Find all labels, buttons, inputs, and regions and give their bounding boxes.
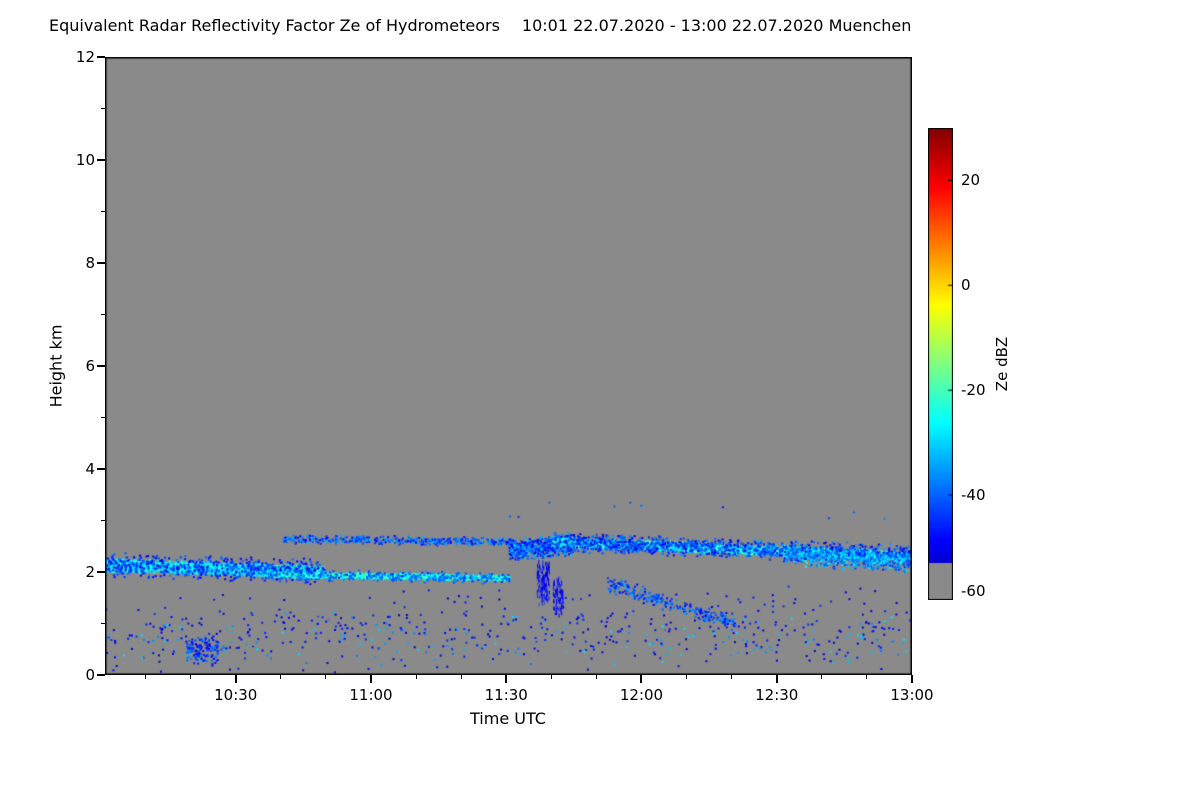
y-axis-tick [97,571,105,573]
x-axis-minor-tick [550,675,552,679]
colorbar-tick-label: 0 [961,276,971,295]
y-axis-tick-label: 6 [85,357,95,375]
x-axis-minor-tick [866,675,868,679]
x-axis-minor-tick [686,675,688,679]
x-axis-minor-tick [460,675,462,679]
y-axis-tick-label: 4 [85,460,95,478]
y-axis-minor-tick [101,211,105,212]
y-axis-tick-label: 0 [85,666,95,684]
colorbar-tick-label: -40 [961,486,986,505]
y-axis-minor-tick [101,520,105,521]
y-axis-tick [97,468,105,470]
x-axis-tick-label: 13:00 [890,686,934,704]
reflectivity-heatmap-canvas [105,57,912,675]
x-axis-tick [640,675,643,683]
y-axis-ticks: 0 2 4 6 8 10 12 [76,48,912,684]
y-axis-minor-tick [101,314,105,315]
y-axis-minor-tick [101,417,105,418]
figure-title-row: Equivalent Radar Reflectivity Factor Ze … [49,16,911,35]
y-axis-tick-label: 2 [85,563,95,581]
y-axis-tick [97,56,105,58]
y-axis-tick [97,365,105,367]
x-axis-minor-tick [731,675,733,679]
colorbar-gradient-canvas [928,128,953,600]
y-axis-tick-label: 10 [75,151,95,169]
y-axis-tick-label: 8 [85,254,95,272]
y-axis-minor-tick [101,623,105,624]
x-axis-minor-tick [415,675,417,679]
x-axis-minor-tick [821,675,823,679]
x-axis-tick-label: 11:00 [349,686,393,704]
colorbar-tick-label: -60 [961,582,986,600]
x-axis-minor-tick [595,675,597,679]
colorbar-title: Ze dBZ [993,336,1011,392]
x-axis-minor-tick [190,675,192,679]
x-axis-tick-label: 12:30 [755,686,799,704]
x-axis-tick-label: 10:30 [214,686,258,704]
chart-time-range: 10:01 22.07.2020 - 13:00 22.07.2020 Muen… [521,16,912,35]
x-axis-tick [775,675,778,683]
y-axis-tick [97,674,105,676]
colorbar-tick-label: -20 [961,381,986,400]
x-axis-tick [369,675,372,683]
y-axis-tick [97,262,105,264]
x-axis-tick [234,675,237,683]
x-axis-tick-label: 12:00 [619,686,664,704]
plot-area: 10:30 11:00 11:30 12:00 12:30 13:00 0 2 4 6 8 10 12 [76,48,934,704]
y-axis-tick [97,159,105,161]
x-axis-title: Time UTC [470,709,546,728]
x-axis-minor-tick [325,675,327,679]
chart-title: Equivalent Radar Reflectivity Factor Ze … [49,16,500,35]
x-axis-minor-tick [280,675,282,679]
colorbar-tick-label: 20 [961,171,981,190]
y-axis-tick-label: 12 [75,48,95,66]
x-axis-tick-label: 11:30 [484,686,528,704]
x-axis-tick [911,675,913,683]
x-axis-minor-tick [145,675,147,679]
colorbar: 20 0 -20 -40 -60 Ze dBZ [928,128,1011,600]
y-axis-minor-tick [101,108,105,109]
x-axis-tick [505,675,508,683]
x-axis-ticks: 10:30 11:00 11:30 12:00 12:30 13:00 [105,57,934,704]
